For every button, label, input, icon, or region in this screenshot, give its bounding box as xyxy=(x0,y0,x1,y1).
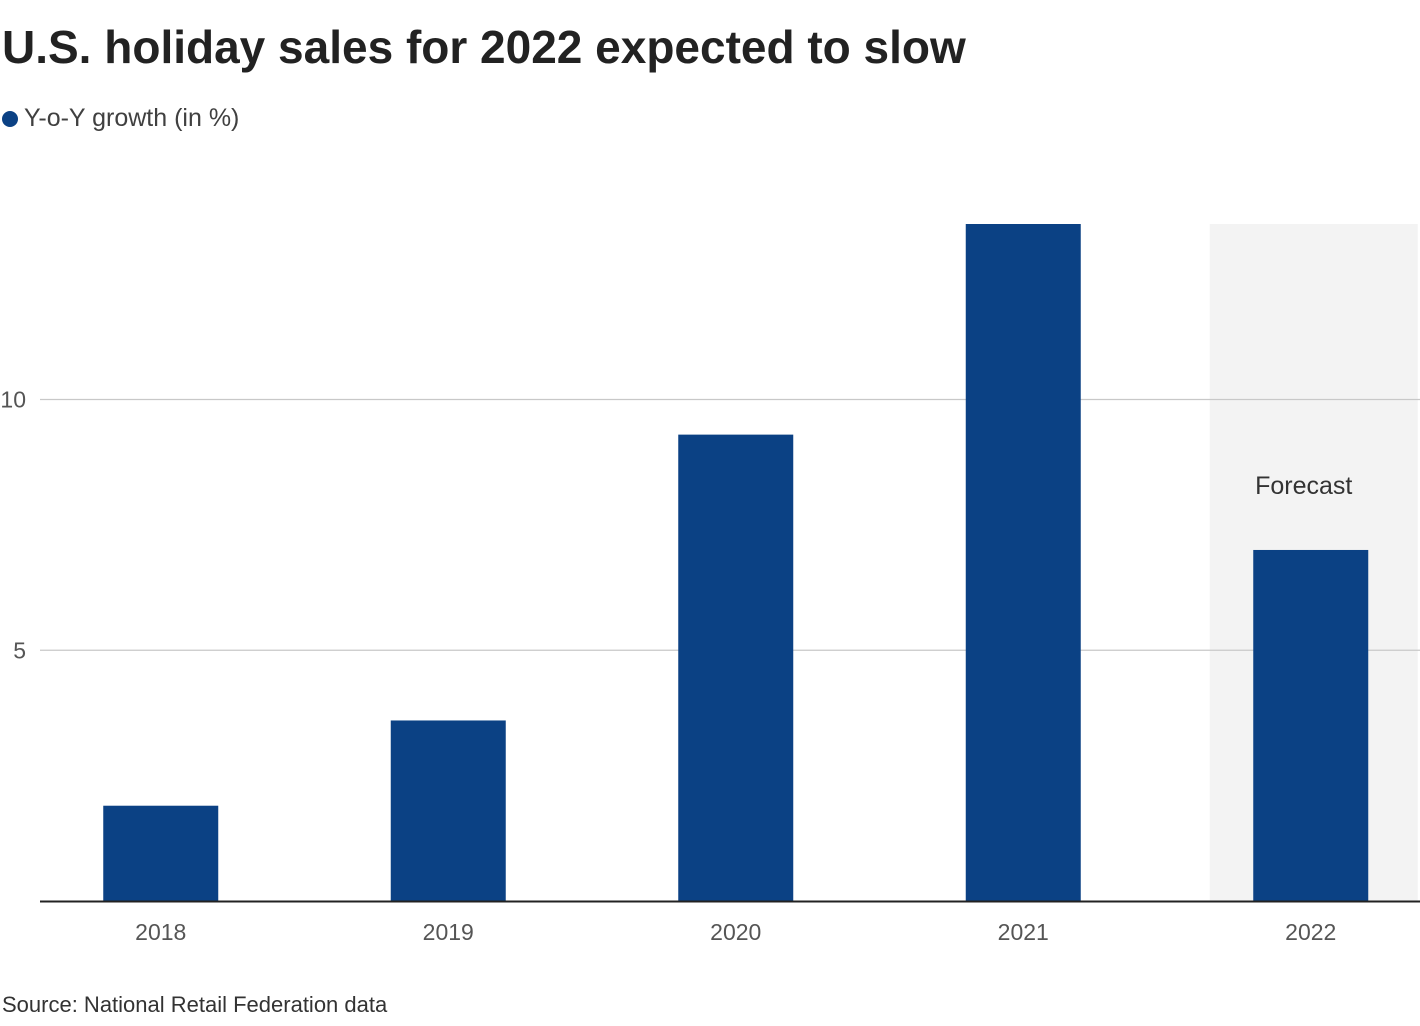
bar-2022 xyxy=(1253,549,1369,901)
x-tick-label-2018: 2018 xyxy=(135,919,186,945)
legend-label: Y-o-Y growth (in %) xyxy=(24,104,240,132)
bar-2019 xyxy=(390,720,506,901)
annotation-label: Forecast xyxy=(1255,472,1352,500)
y-tick-label-5: 5 xyxy=(13,637,26,663)
x-tick-label-2021: 2021 xyxy=(998,919,1049,945)
y-axis-ticks: 5 10 xyxy=(0,387,26,664)
source-note: Source: National Retail Federation data xyxy=(2,992,388,1017)
bar-2020 xyxy=(678,434,794,901)
x-tick-label-2022: 2022 xyxy=(1285,919,1336,945)
x-tick-label-2020: 2020 xyxy=(710,919,761,945)
chart-title: U.S. holiday sales for 2022 expected to … xyxy=(2,21,966,73)
annotations: Forecast xyxy=(1255,472,1352,500)
x-axis-ticks: 2018 2019 2020 2021 2022 xyxy=(135,919,1336,945)
x-tick-label-2019: 2019 xyxy=(423,919,474,945)
legend-marker xyxy=(2,110,18,127)
bar-2021 xyxy=(965,224,1081,901)
y-tick-label-10: 10 xyxy=(0,387,26,413)
legend: Y-o-Y growth (in %) xyxy=(2,104,239,133)
bars xyxy=(103,224,1369,901)
bar-2018 xyxy=(103,805,219,901)
